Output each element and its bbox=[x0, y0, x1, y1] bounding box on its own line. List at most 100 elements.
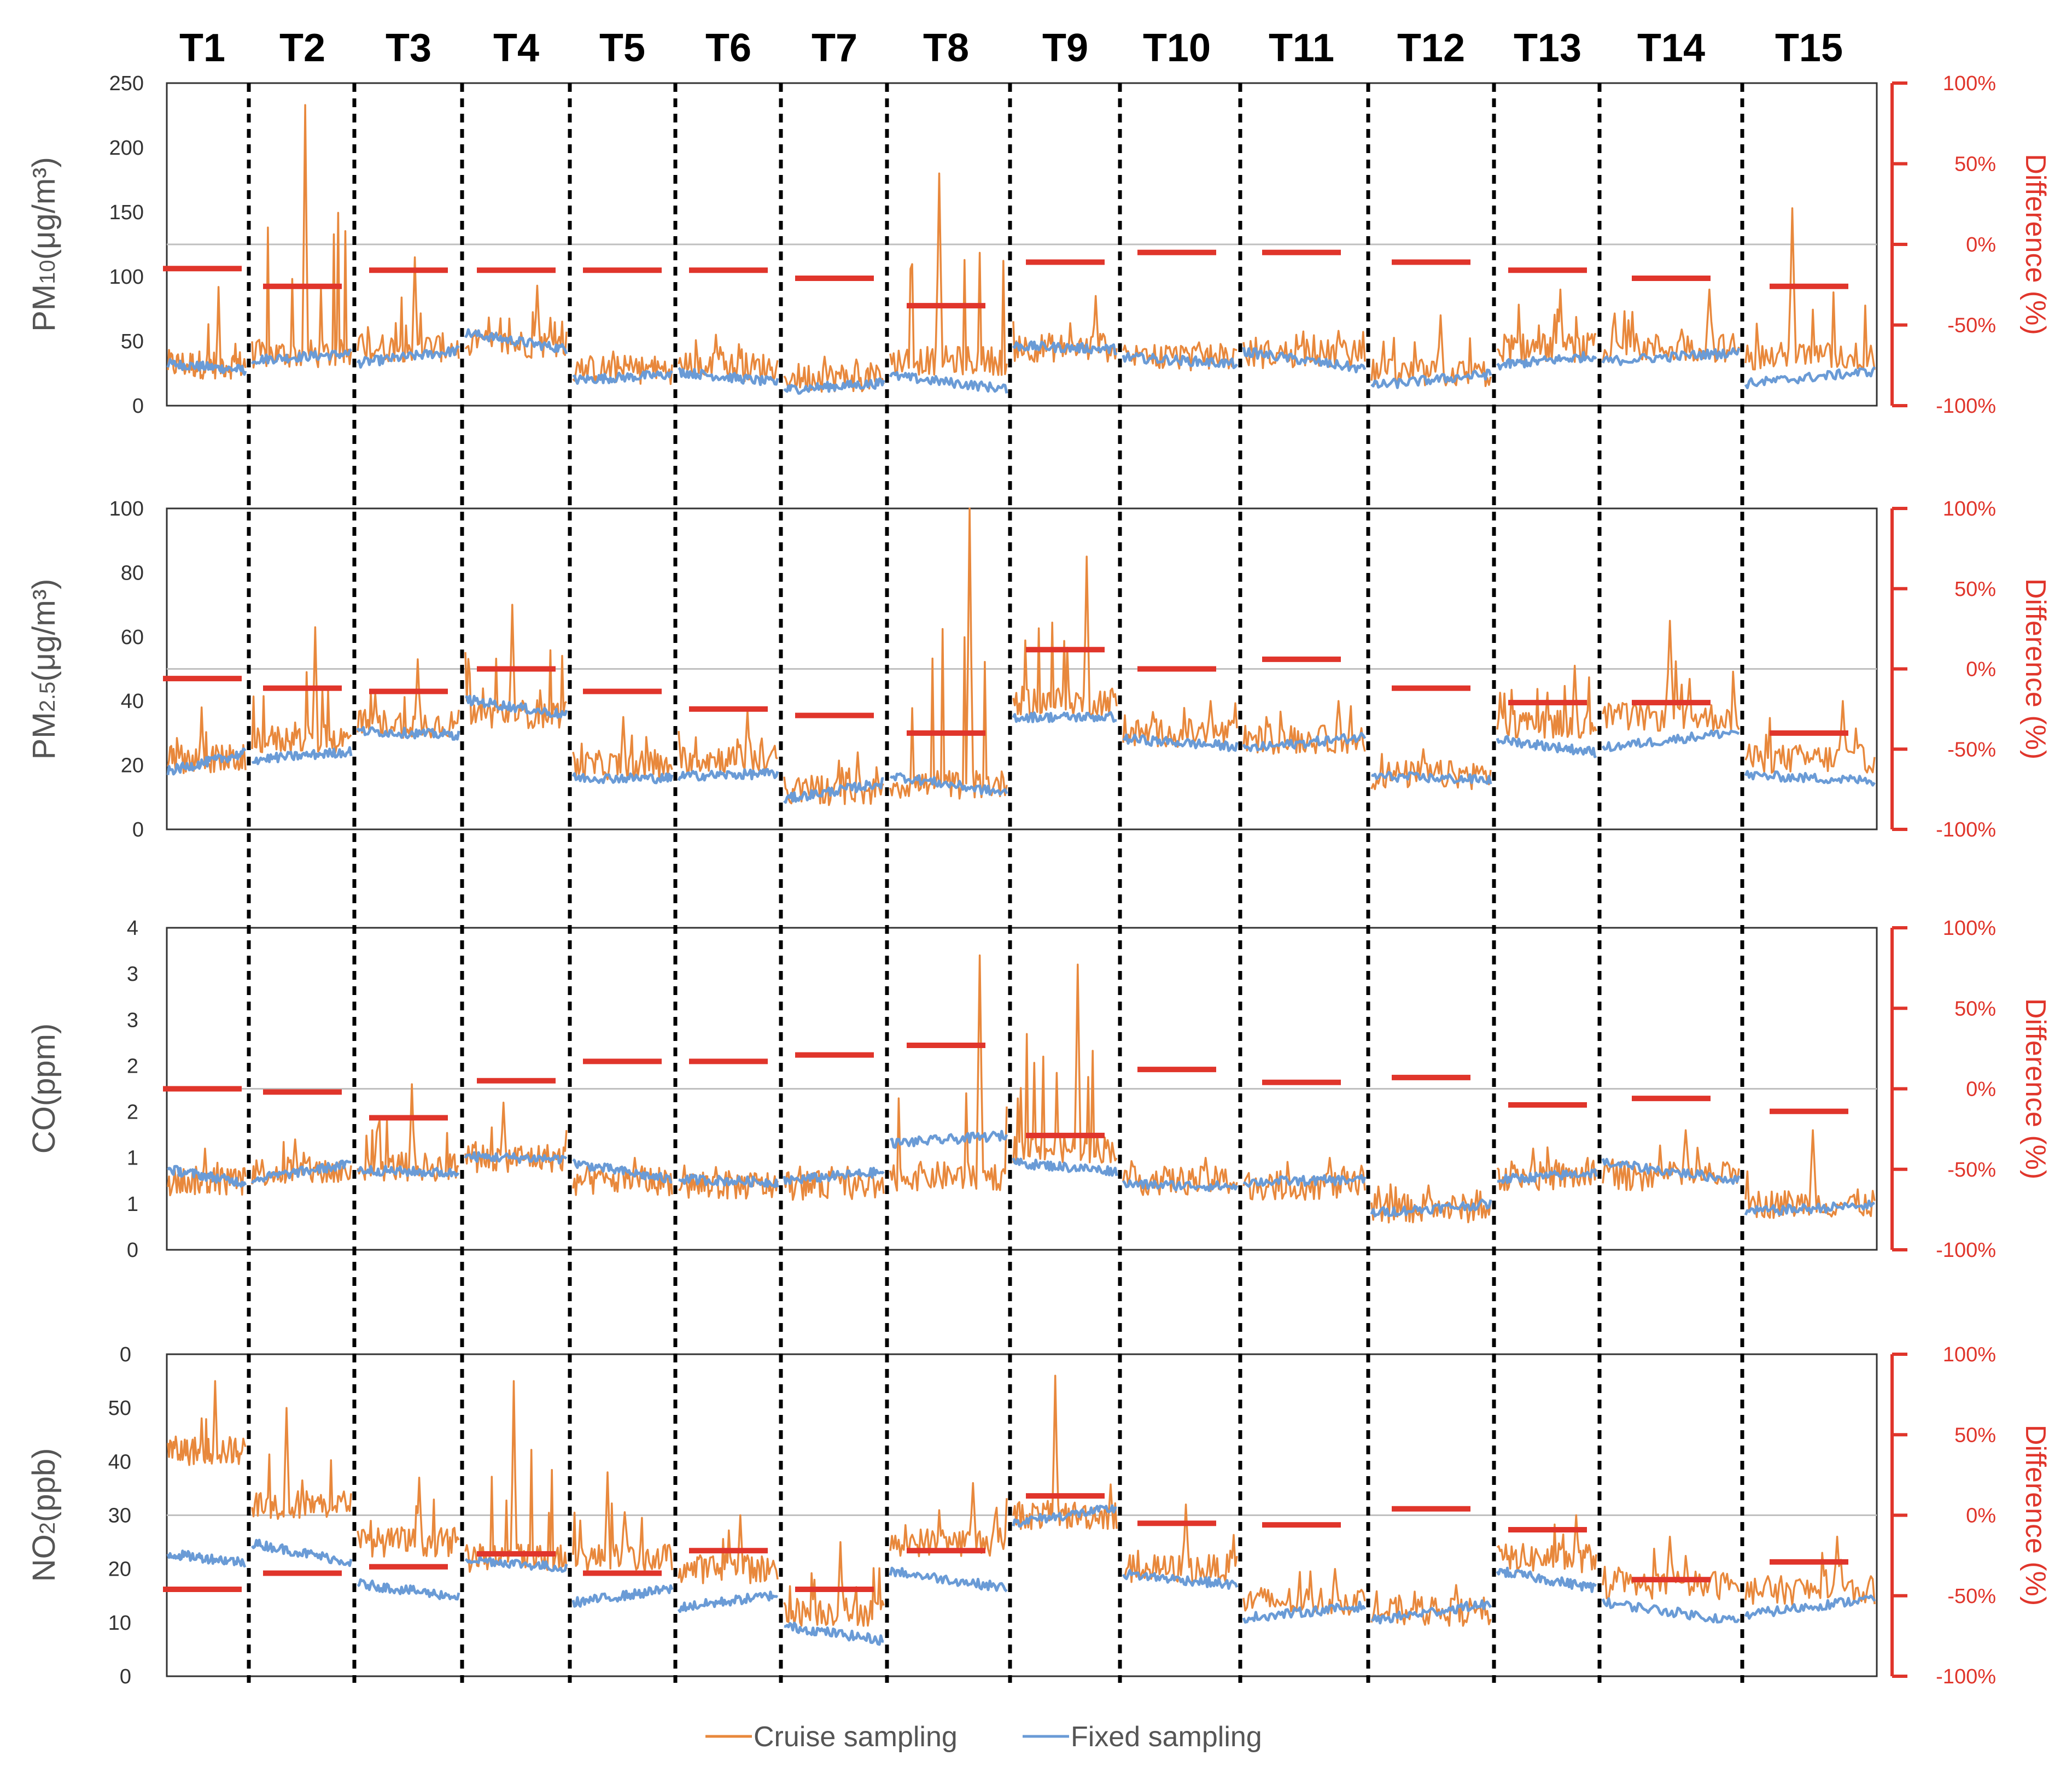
pm25-cruise-line-trip-4 bbox=[464, 604, 568, 729]
pm10-cruise-line-trip-15 bbox=[1744, 207, 1876, 371]
no2-cruise-line-trip-10 bbox=[1123, 1503, 1238, 1584]
co-cruise-line-trip-11 bbox=[1242, 1156, 1366, 1201]
pm10-fixed-line-trip-7 bbox=[783, 377, 885, 395]
pm10-ytick-4: 50 bbox=[121, 330, 144, 353]
pm10-fixed-line-trip-1 bbox=[166, 358, 247, 376]
no2-ytick-5: 10 bbox=[108, 1612, 131, 1635]
pm25-fixed-line-trip-4 bbox=[465, 694, 568, 719]
pm25-fixed-line-trip-15 bbox=[1744, 770, 1876, 787]
co-fixed-line-trip-9 bbox=[1012, 1157, 1118, 1177]
chart-panels: 250200150100500PM10(μg/m³)100%50%0%-50%-… bbox=[26, 72, 2051, 1688]
pm25-ylabel: PM2.5(μg/m³) bbox=[26, 579, 62, 760]
no2-cruise-line-trip-14 bbox=[1602, 1536, 1740, 1600]
no2-cruise-line-trip-1 bbox=[167, 1380, 247, 1466]
pm25-cruise-line-trip-2 bbox=[251, 626, 352, 754]
no2-fixed-line-trip-9 bbox=[1012, 1504, 1117, 1528]
co-cruise-line-trip-4 bbox=[464, 1101, 568, 1173]
pm10-cruise-line-trip-14 bbox=[1602, 288, 1740, 363]
co-y2tick-3: -50% bbox=[1947, 1159, 1996, 1181]
pm10-fixed-line-trip-15 bbox=[1744, 366, 1876, 389]
pm10-y2label: Difference (%) bbox=[2020, 154, 2051, 335]
panel-pm25: 100 80 60 40 20 0 PM2.5(μg/m³) 100% 50% 0% -50% -10… bbox=[26, 498, 2051, 841]
co-fixed-line-trip-4 bbox=[464, 1151, 568, 1165]
pm25-y2tick-0: 100% bbox=[1943, 498, 1996, 520]
pm25-fixed-line-trip-1 bbox=[166, 747, 247, 776]
panel-co: 4 3 3 2 2 1 1 0 CO(ppm) 100% 50% 0% -50% -100% Differe… bbox=[26, 917, 2051, 1262]
pm10-y2tick-4: -100% bbox=[1936, 395, 1996, 418]
co-cruise-line-trip-3 bbox=[357, 1083, 459, 1182]
pm25-fixed-line-trip-5 bbox=[571, 772, 674, 785]
no2-y2tick-0: 100% bbox=[1943, 1343, 1996, 1366]
co-ytick-5: 1 bbox=[127, 1147, 138, 1170]
pm25-ytick-2: 60 bbox=[121, 626, 144, 649]
no2-cruise-line-trip-13 bbox=[1496, 1514, 1597, 1573]
pm25-cruise-line-trip-7 bbox=[783, 751, 884, 806]
trip-label-t12: T12 bbox=[1397, 26, 1465, 70]
no2-cruise-line-trip-5 bbox=[572, 1471, 673, 1573]
pm10-fixed-line-trip-2 bbox=[250, 348, 352, 365]
pm25-ytick-0: 100 bbox=[109, 498, 144, 520]
co-fixed-line-trip-11 bbox=[1242, 1174, 1367, 1188]
pm25-ytick-4: 20 bbox=[121, 754, 144, 777]
pm25-fixed-line-trip-7 bbox=[783, 777, 884, 804]
co-fixed-line-trip-6 bbox=[678, 1173, 779, 1189]
co-fixed-line-trip-8 bbox=[889, 1130, 1008, 1149]
no2-ylabel: NO2(ppb) bbox=[26, 1448, 62, 1582]
co-ytick-2: 3 bbox=[127, 1009, 138, 1032]
pm10-fixed-line-trip-5 bbox=[572, 370, 673, 385]
pm10-y2tick-0: 100% bbox=[1943, 72, 1996, 95]
pm10-ylabel-subscript: 10 bbox=[36, 260, 60, 284]
no2-ytick-0: 0 bbox=[120, 1343, 131, 1366]
co-fixed-line-trip-15 bbox=[1744, 1200, 1875, 1216]
no2-ytick-3: 30 bbox=[108, 1505, 131, 1528]
trip-label-t14: T14 bbox=[1637, 26, 1705, 70]
pm10-fixed-line-trip-3 bbox=[356, 345, 460, 369]
co-cruise-line-trip-9 bbox=[1012, 963, 1118, 1164]
trip-header-row: T1 T2 T3 T4 T5 T6 T7 T8 T9 T10 T11 T12 T13 T14 T15 bbox=[179, 26, 1843, 70]
co-y2tick-2: 0% bbox=[1966, 1078, 1996, 1101]
pm10-fixed-line-trip-4 bbox=[464, 328, 568, 355]
no2-cruise-line-trip-7 bbox=[783, 1541, 885, 1627]
co-fixed-line-trip-1 bbox=[166, 1165, 247, 1188]
co-cruise-line-trip-14 bbox=[1602, 1129, 1740, 1192]
pm10-cruise-line-trip-8 bbox=[889, 172, 1008, 376]
pm25-y2tick-1: 50% bbox=[1954, 578, 1996, 601]
co-ytick-3: 2 bbox=[127, 1055, 138, 1078]
no2-cruise-line-trip-12 bbox=[1370, 1584, 1492, 1627]
pm25-cruise-line-trip-6 bbox=[678, 710, 778, 774]
no2-fixed-line-trip-1 bbox=[166, 1549, 247, 1567]
trip-label-t10: T10 bbox=[1143, 26, 1211, 70]
pm10-fixed-line-trip-6 bbox=[678, 367, 779, 387]
pm10-ytick-0: 250 bbox=[109, 72, 144, 95]
pm25-cruise-line-trip-9 bbox=[1012, 555, 1118, 716]
co-fixed-line-trip-5 bbox=[572, 1158, 673, 1184]
pm10-ylabel-unit: (μg/m³) bbox=[26, 157, 62, 260]
pm10-y2tick-1: 50% bbox=[1954, 153, 1996, 176]
pm25-fixed-line-trip-9 bbox=[1012, 711, 1117, 723]
pm10-cruise-line-trip-12 bbox=[1370, 314, 1492, 387]
trip-label-t8: T8 bbox=[923, 26, 969, 70]
co-ytick-4: 2 bbox=[127, 1101, 138, 1124]
pm25-ytick-3: 40 bbox=[121, 690, 144, 713]
co-fixed-line-trip-12 bbox=[1370, 1198, 1492, 1218]
no2-fixed-line-trip-12 bbox=[1371, 1599, 1492, 1625]
no2-fixed-line-trip-14 bbox=[1601, 1597, 1741, 1624]
pm10-y2tick-2: 0% bbox=[1966, 233, 1996, 256]
pm25-cruise-line-trip-5 bbox=[572, 716, 673, 781]
co-cruise-line-trip-13 bbox=[1496, 1146, 1597, 1191]
panel-no2: 0 50 40 30 20 10 0 NO2(ppb) 100% 50% 0% -50% -100% Di… bbox=[26, 1343, 2051, 1688]
co-ytick-0: 4 bbox=[127, 917, 138, 940]
no2-y2tick-4: -100% bbox=[1936, 1665, 1996, 1688]
no2-ylabel-main: NO bbox=[26, 1534, 62, 1582]
pm10-fixed-line-trip-9 bbox=[1012, 340, 1118, 355]
no2-fixed-line-trip-7 bbox=[784, 1622, 884, 1646]
trip-label-t6: T6 bbox=[705, 26, 751, 70]
no2-fixed-line-trip-6 bbox=[677, 1590, 779, 1613]
pm10-ytick-2: 150 bbox=[109, 201, 144, 224]
no2-cruise-line-trip-2 bbox=[251, 1407, 352, 1520]
trip-label-t9: T9 bbox=[1042, 26, 1088, 70]
pm25-fixed-line-trip-13 bbox=[1496, 735, 1597, 758]
pm10-fixed-line-trip-11 bbox=[1242, 347, 1367, 373]
co-y2tick-4: -100% bbox=[1936, 1239, 1996, 1262]
